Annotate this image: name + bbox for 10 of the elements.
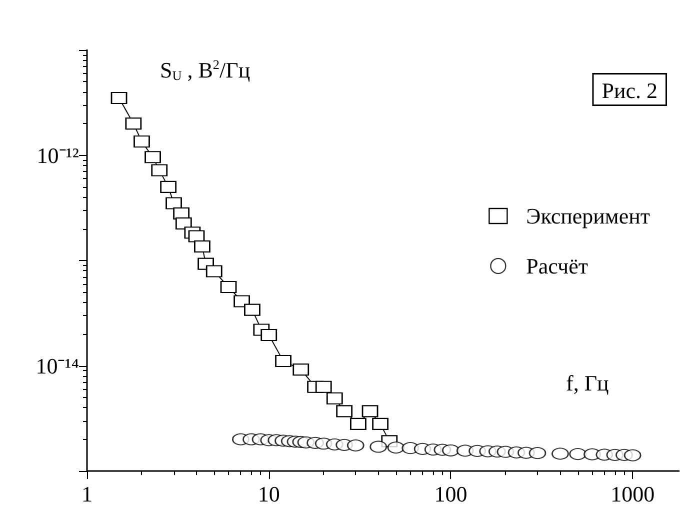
x-tick-label: 1 — [82, 482, 92, 506]
x-tick-label: 100 — [434, 482, 468, 506]
legend-label: Эксперимент — [526, 204, 650, 228]
legend-label: Расчёт — [526, 254, 588, 278]
x-tick-label: 10 — [258, 482, 280, 506]
x-tick-label: 1000 — [610, 482, 655, 506]
x-axis-title: f, Гц — [566, 370, 610, 396]
y-tick-label: 10⁻¹² — [36, 142, 80, 168]
y-tick-label: 10⁻¹⁴ — [36, 353, 80, 378]
annotation: Рис. 2 — [602, 78, 658, 103]
